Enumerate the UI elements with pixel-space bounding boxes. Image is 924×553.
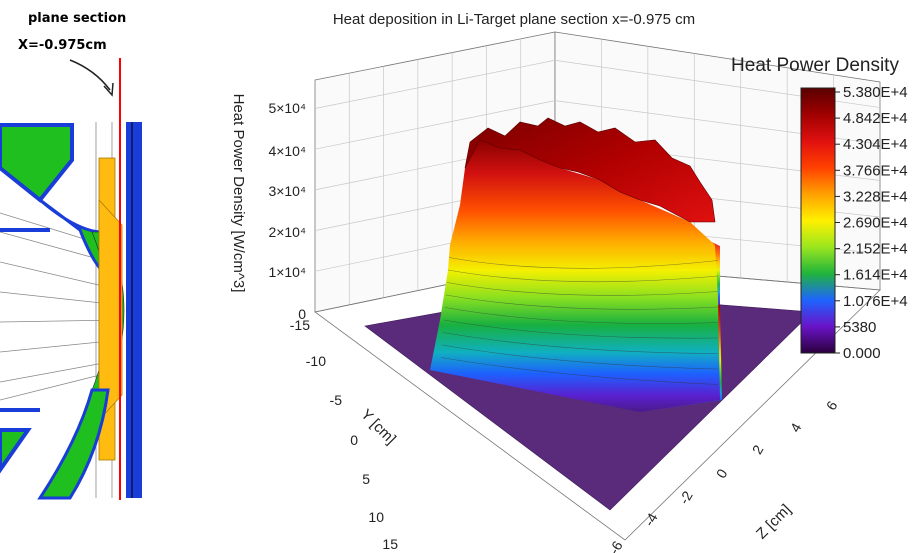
cross-section-position-label: X=-0.975cm bbox=[18, 38, 107, 53]
y-tick-label: 5 bbox=[362, 471, 370, 487]
y-tick-label: -10 bbox=[306, 353, 326, 369]
y-tick-label: -15 bbox=[290, 317, 310, 333]
colorbar: Heat Power Density 5.380E+4 4.842E+4 4.304… bbox=[731, 55, 908, 362]
z-tick-label: 0 bbox=[298, 306, 306, 322]
chart-title: Heat deposition in Li-Target plane secti… bbox=[333, 11, 695, 28]
colorbar-gradient bbox=[800, 87, 836, 354]
colorbar-labels: 5.380E+4 4.842E+4 4.304E+4 3.766E+4 3.228E+4… bbox=[835, 84, 908, 362]
x-tick-label: 6 bbox=[823, 398, 841, 413]
z-tick-label: 3×10⁴ bbox=[268, 183, 306, 199]
colorbar-level-label: 1.614E+4 bbox=[843, 267, 908, 284]
colorbar-level-label: 5380 bbox=[843, 319, 876, 336]
colorbar-level-label: 4.842E+4 bbox=[843, 110, 908, 127]
y-tick-label: 10 bbox=[368, 509, 384, 525]
cross-section-diagram: plane section X=-0.975cm bbox=[0, 11, 142, 500]
x-axis-label: Z [cm] bbox=[753, 501, 794, 542]
upper-green-wedge bbox=[0, 123, 74, 203]
lithium-target-bulge bbox=[98, 198, 123, 422]
x-tick-label: 4 bbox=[787, 420, 805, 435]
lower-green-shell bbox=[37, 388, 110, 500]
arrow-icon bbox=[69, 59, 111, 91]
z-tick-label: 5×10⁴ bbox=[268, 100, 306, 116]
x-tick-label: 2 bbox=[749, 442, 767, 457]
colorbar-level-label: 0.000 bbox=[843, 345, 881, 362]
y-tick-label: -5 bbox=[330, 392, 343, 408]
colorbar-level-label: 1.076E+4 bbox=[843, 293, 908, 310]
x-tick-label: -6 bbox=[606, 538, 626, 553]
surface-chart: Heat deposition in Li-Target plane secti… bbox=[230, 11, 881, 553]
x-tick-label: -4 bbox=[641, 510, 661, 529]
contour-lines bbox=[440, 257, 719, 385]
y-tick-label: 0 bbox=[350, 432, 358, 448]
colorbar-level-label: 4.304E+4 bbox=[843, 136, 908, 153]
colorbar-title: Heat Power Density bbox=[731, 55, 899, 76]
y-axis-label: Y [cm] bbox=[357, 406, 399, 448]
x-tick-label: -2 bbox=[676, 488, 696, 507]
y-axis: -15 -10 -5 0 5 10 15 bbox=[290, 317, 398, 552]
arrowhead-icon bbox=[103, 82, 114, 97]
colorbar-level-label: 2.690E+4 bbox=[843, 215, 908, 232]
z-axis: 0 1×10⁴ 2×10⁴ 3×10⁴ 4×10⁴ 5×10⁴ bbox=[268, 100, 306, 322]
z-axis-label: Heat Power Density [W/cm^3] bbox=[230, 94, 247, 293]
z-tick-label: 4×10⁴ bbox=[268, 143, 306, 159]
plateau-top-surface bbox=[464, 117, 716, 223]
backing-plate bbox=[126, 122, 142, 498]
z-tick-label: 2×10⁴ bbox=[268, 224, 306, 240]
x-tick-label: 0 bbox=[713, 466, 731, 481]
colorbar-level-label: 5.380E+4 bbox=[843, 84, 908, 101]
colorbar-level-label: 3.766E+4 bbox=[843, 162, 908, 179]
plateau-front-face bbox=[430, 140, 720, 412]
colorbar-level-label: 2.152E+4 bbox=[843, 241, 908, 258]
colorbar-level-label: 3.228E+4 bbox=[843, 188, 908, 205]
y-tick-label: 15 bbox=[382, 536, 398, 552]
cross-section-title: plane section bbox=[28, 11, 126, 26]
z-tick-label: 1×10⁴ bbox=[268, 264, 306, 280]
lower-green-wedge bbox=[0, 428, 32, 474]
